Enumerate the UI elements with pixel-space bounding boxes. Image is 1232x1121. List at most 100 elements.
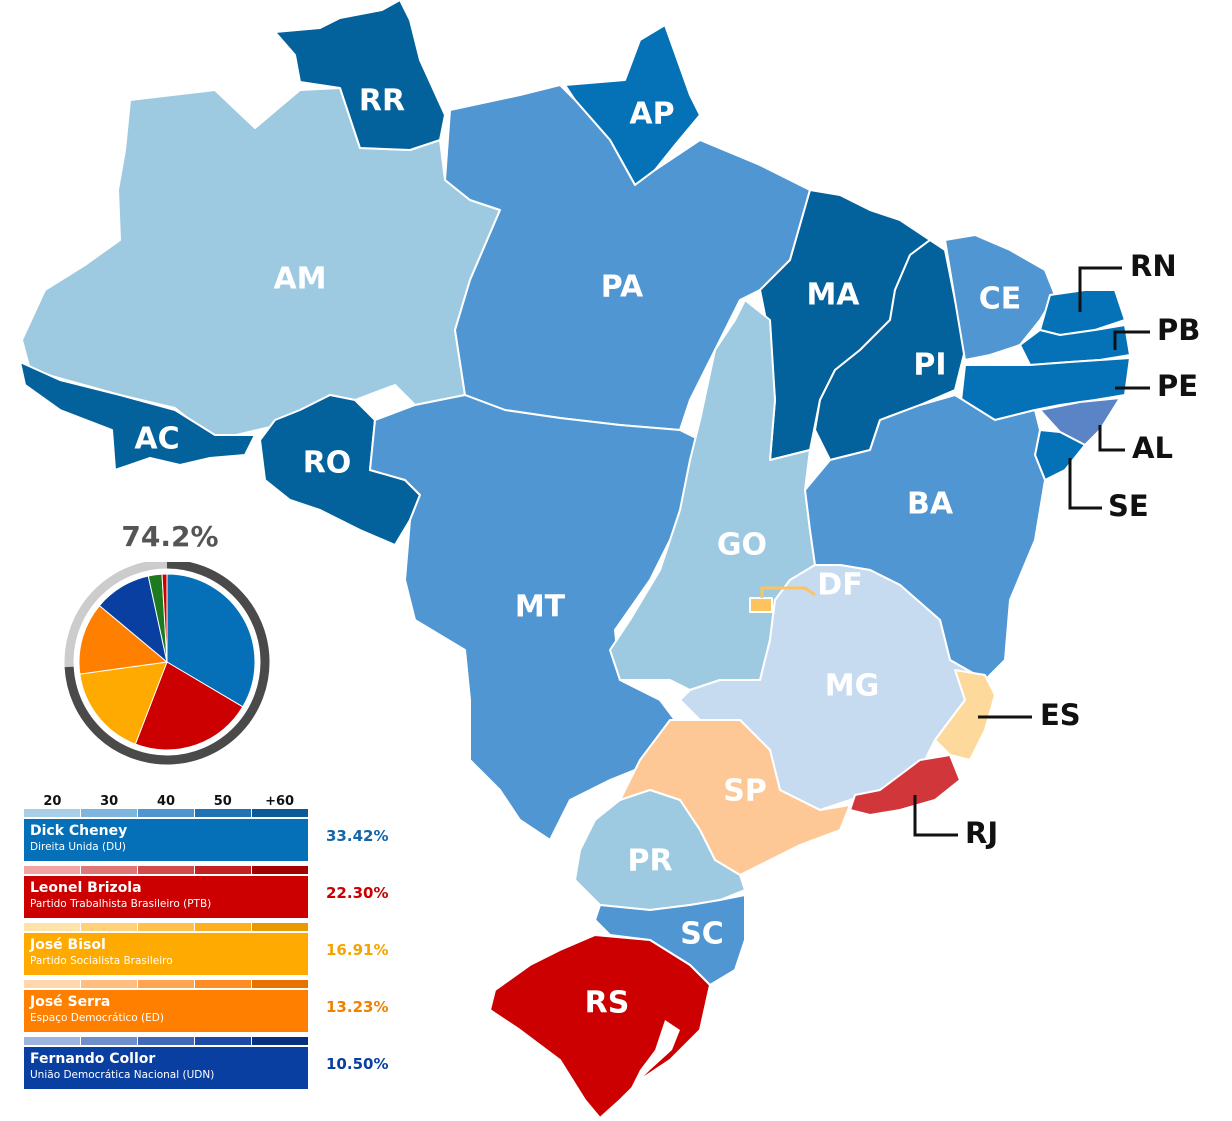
candidate-party: Espaço Democrático (ED) <box>30 1012 164 1024</box>
candidate-entry: Leonel Brizola Partido Trabalhista Brasil… <box>24 866 404 923</box>
candidate-legend: 20 30 40 50 +60 Dick Cheney Direita Unida… <box>24 794 404 1094</box>
candidate-percentage: 33.42% <box>326 827 389 845</box>
state-label-CE: CE <box>979 282 1022 317</box>
state-label-AM: AM <box>273 262 326 297</box>
candidate-entry: Fernando Collor União Democrática Naciona… <box>24 1037 404 1094</box>
state-label-AC: AC <box>134 422 179 457</box>
candidate-box: Leonel Brizola Partido Trabalhista Brasil… <box>24 876 308 918</box>
state-label-GO: GO <box>717 528 767 563</box>
candidate-percentage: 10.50% <box>326 1055 389 1073</box>
state-label-DF: DF <box>817 568 862 603</box>
candidate-percentage: 22.30% <box>326 884 389 902</box>
state-label-RO: RO <box>303 446 352 481</box>
scale-swatch <box>24 1037 80 1045</box>
state-label-RR: RR <box>359 84 405 119</box>
state-label-PI: PI <box>913 348 946 383</box>
state-SC[interactable] <box>594 894 746 986</box>
candidate-name: José Serra <box>30 994 111 1010</box>
candidate-name: Fernando Collor <box>30 1051 156 1067</box>
candidate-party: Partido Socialista Brasileiro <box>30 955 173 967</box>
scale-swatch <box>81 809 137 817</box>
candidate-percentage: 13.23% <box>326 998 389 1016</box>
legend-scale-labels: 20 30 40 50 +60 <box>24 794 308 809</box>
candidate-party: Direita Unida (DU) <box>30 841 127 853</box>
leader-SE <box>1068 458 1102 510</box>
state-label-SC: SC <box>680 917 724 952</box>
scale-label: 20 <box>43 794 62 809</box>
state-label-BA: BA <box>907 487 954 522</box>
leader-PB <box>1113 330 1150 350</box>
state-label-MA: MA <box>806 278 860 313</box>
scale-swatch <box>81 866 137 874</box>
candidate-list: Dick Cheney Direita Unida (DU) 33.42% Leone… <box>24 809 404 1094</box>
pie-slice-other-2 <box>161 573 168 663</box>
candidate-name: José Bisol <box>30 937 106 953</box>
scale-swatch <box>195 1037 251 1045</box>
candidate-box: Fernando Collor União Democrática Naciona… <box>24 1047 308 1089</box>
state-label-PR: PR <box>627 844 672 879</box>
state-RJ[interactable] <box>849 754 961 816</box>
state-label-RN: RN <box>1130 249 1177 283</box>
vote-share-pie-chart <box>64 562 270 765</box>
state-label-MG: MG <box>825 669 879 704</box>
scale-swatch <box>138 980 194 988</box>
state-label-ES: ES <box>1040 698 1081 732</box>
pie-slice-3 <box>79 661 168 745</box>
candidate-color-scale <box>24 866 308 874</box>
scale-swatch <box>252 809 308 817</box>
state-label-RJ: RJ <box>965 816 998 850</box>
scale-swatch <box>252 1037 308 1045</box>
scale-swatch <box>195 923 251 931</box>
state-DF[interactable] <box>749 597 773 613</box>
candidate-entry: José Serra Espaço Democrático (ED) 13.23% <box>24 980 404 1037</box>
leader-RJ <box>913 795 958 837</box>
candidate-name: Dick Cheney <box>30 823 128 839</box>
state-ES[interactable] <box>934 669 996 761</box>
candidate-percentage: 16.91% <box>326 941 389 959</box>
scale-swatch <box>138 866 194 874</box>
scale-label: 30 <box>100 794 119 809</box>
state-AC[interactable] <box>19 361 256 471</box>
candidate-box: José Bisol Partido Socialista Brasileiro <box>24 933 308 975</box>
candidate-color-scale <box>24 980 308 988</box>
candidate-color-scale <box>24 809 308 817</box>
scale-swatch <box>24 923 80 931</box>
scale-swatch <box>252 980 308 988</box>
scale-swatch <box>252 866 308 874</box>
scale-swatch <box>24 980 80 988</box>
scale-swatch <box>81 980 137 988</box>
pie-slices <box>78 573 256 751</box>
candidate-entry: José Bisol Partido Socialista Brasileiro 1… <box>24 923 404 980</box>
state-label-MT: MT <box>515 590 566 625</box>
scale-label: 50 <box>213 794 232 809</box>
candidate-name: Leonel Brizola <box>30 880 142 896</box>
state-label-AL: AL <box>1132 431 1173 465</box>
scale-swatch <box>81 1037 137 1045</box>
scale-swatch <box>195 980 251 988</box>
scale-label: +60 <box>265 794 295 809</box>
candidate-party: Partido Trabalhista Brasileiro (PTB) <box>30 898 212 910</box>
candidate-party: União Democrática Nacional (UDN) <box>30 1069 215 1081</box>
scale-label: 40 <box>156 794 176 809</box>
scale-swatch <box>195 809 251 817</box>
scale-swatch <box>138 923 194 931</box>
leader-AL <box>1098 425 1125 452</box>
scale-swatch <box>138 1037 194 1045</box>
state-label-PA: PA <box>601 270 644 305</box>
state-label-SE: SE <box>1108 489 1149 523</box>
scale-swatch <box>24 866 80 874</box>
scale-swatch <box>81 923 137 931</box>
state-MG[interactable] <box>679 564 986 811</box>
pie-slice-2 <box>134 661 244 751</box>
state-CE[interactable] <box>944 234 1056 361</box>
state-RR[interactable] <box>274 0 446 151</box>
state-PA[interactable] <box>444 84 811 431</box>
state-label-AP: AP <box>629 97 674 132</box>
pie-slice-1 <box>166 573 256 708</box>
scale-swatch <box>24 809 80 817</box>
candidate-box: Dick Cheney Direita Unida (DU) <box>24 819 308 861</box>
candidate-entry: Dick Cheney Direita Unida (DU) 33.42% <box>24 809 404 866</box>
state-label-PE: PE <box>1157 369 1198 403</box>
state-RS[interactable] <box>489 934 711 1119</box>
